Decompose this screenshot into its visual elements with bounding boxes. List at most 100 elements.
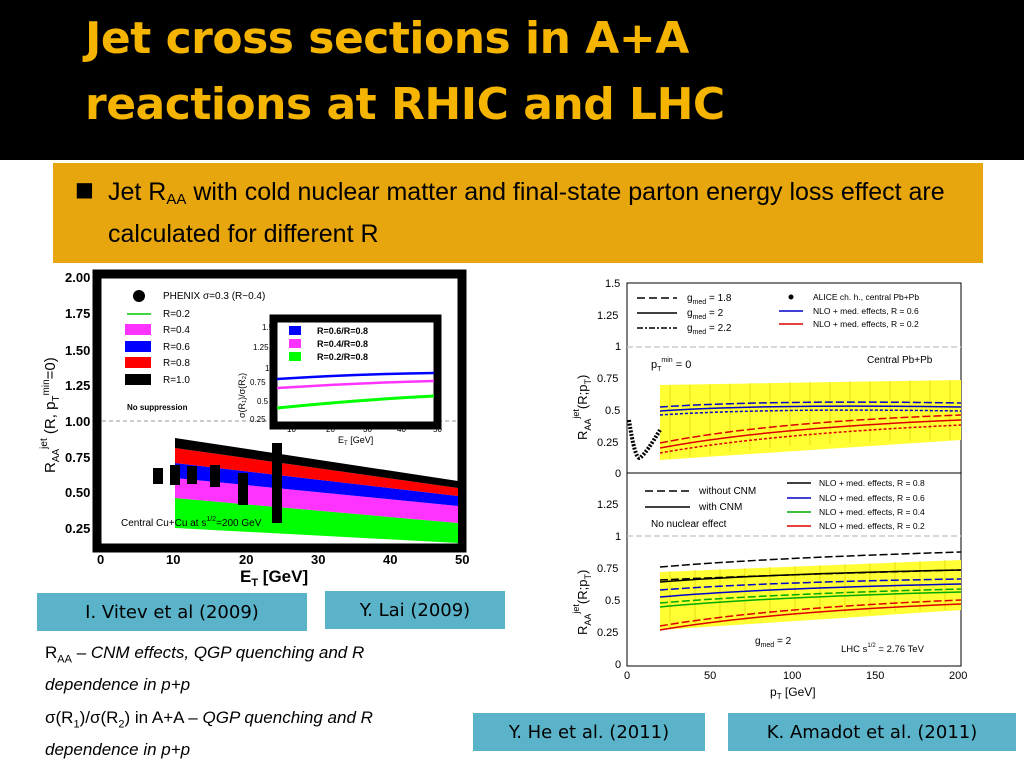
- legend-r02: R=0.2: [163, 309, 190, 320]
- inset-ytick: 0.5: [257, 397, 269, 406]
- note-sigma-ratio: σ(R1)/σ(R2) in A+A – QGP quenching and R…: [45, 708, 373, 760]
- svg-text:0: 0: [615, 468, 621, 480]
- svg-text:0.75: 0.75: [65, 450, 90, 465]
- slide-title: Jet cross sections in A+A reactions at R…: [85, 6, 725, 138]
- inset-ytick: 1.25: [253, 343, 269, 352]
- svg-text:0.25: 0.25: [597, 437, 618, 449]
- svg-text:30: 30: [311, 552, 325, 567]
- inset-xtick: 30: [363, 425, 372, 434]
- band-r10: [175, 438, 458, 488]
- legend-no-suppression: No suppression: [127, 403, 188, 412]
- citation-he-text: Y. He et al. (2011): [508, 721, 670, 743]
- bottom-legend-r06: NLO + med. effects, R = 0.6: [819, 493, 925, 503]
- svg-text:0.25: 0.25: [597, 627, 618, 639]
- top-legend-gmed-1: gmed = 1.8: [687, 293, 732, 306]
- inset-legend-1: R=0.4/R=0.8: [317, 339, 368, 349]
- svg-text:1.00: 1.00: [65, 414, 90, 429]
- inset-legend-0: R=0.6/R=0.8: [317, 326, 368, 336]
- svg-text:1.5: 1.5: [605, 278, 620, 290]
- left-legend: PHENIX σ=0.3 (R~0.4) R=0.2 R=0.4 R=0.6 R…: [125, 290, 265, 412]
- svg-text:1.50: 1.50: [65, 343, 90, 358]
- svg-text:0.50: 0.50: [65, 485, 90, 500]
- top-ptmin: pTmin = 0: [651, 357, 691, 373]
- inset-xtick: 40: [397, 425, 406, 434]
- inset-ytick: 0.25: [250, 415, 266, 424]
- phenix-points: [153, 443, 282, 523]
- left-system-label: Central Cu+Cu at s1/2=200 GeV: [121, 516, 262, 529]
- citation-amadot-text: K. Amadot et al. (2011): [766, 721, 978, 743]
- svg-text:0.5: 0.5: [605, 405, 620, 417]
- bottom-legend-r04: NLO + med. effects, R = 0.4: [819, 507, 925, 517]
- legend-r08: R=0.8: [163, 358, 190, 369]
- svg-text:1.75: 1.75: [65, 306, 90, 321]
- inset-ytick: 1.5: [262, 323, 274, 332]
- top-legend-r06: NLO + med. effects, R = 0.6: [813, 306, 919, 316]
- inset-ylabel: σ(R₁)/σ(R₂): [237, 373, 247, 418]
- svg-text:50: 50: [455, 552, 469, 567]
- legend-r06: R=0.6: [163, 342, 190, 353]
- inset-plot: R=0.6/R=0.8 R=0.4/R=0.8 R=0.2/R=0.8 1.5 …: [237, 314, 442, 447]
- svg-text:1: 1: [615, 341, 621, 353]
- svg-text:100: 100: [783, 670, 801, 682]
- bullet-sub: AA: [166, 191, 187, 208]
- note-raa: RAA – CNM effects, QGP quenching and R d…: [45, 643, 365, 695]
- left-plot-frame: [92, 269, 467, 553]
- bullet-box: ■ Jet RAA with cold nuclear matter and f…: [53, 163, 983, 263]
- left-figure: PHENIX σ=0.3 (R~0.4) R=0.2 R=0.4 R=0.6 R…: [39, 269, 469, 588]
- svg-text:0: 0: [624, 670, 630, 682]
- citation-lai: Y. Lai (2009): [325, 591, 505, 629]
- bullet-marker: ■: [75, 177, 94, 201]
- inset-xlabel: ET [GeV]: [338, 435, 373, 447]
- right-top-ylabel: RAAjet(R;pT): [571, 375, 593, 440]
- right-bottom-y-ticks: 1.25 1 0.75 0.5 0.25 0: [597, 499, 621, 671]
- bottom-legend-with-cnm: with CNM: [698, 502, 742, 513]
- citation-lai-text: Y. Lai (2009): [359, 599, 471, 621]
- inset-xtick: 50: [433, 425, 442, 434]
- svg-text:50: 50: [704, 670, 716, 682]
- bullet-pre: Jet R: [108, 178, 167, 206]
- svg-text:40: 40: [383, 552, 397, 567]
- bottom-legend-r02: NLO + med. effects, R = 0.2: [819, 521, 925, 531]
- inset-xtick: 20: [326, 425, 335, 434]
- bottom-legend-without-cnm: without CNM: [698, 486, 756, 497]
- inset-xtick: 10: [287, 425, 296, 434]
- right-top-y-ticks: 1.5 1.25 1 0.75 0.5 0.25 0: [597, 278, 621, 480]
- svg-text:0.5: 0.5: [605, 595, 620, 607]
- top-legend-gmed-3: gmed = 2.2: [687, 323, 732, 336]
- citation-vitev: I. Vitev et al (2009): [37, 593, 307, 631]
- top-system: Central Pb+Pb: [867, 355, 933, 366]
- svg-text:2.00: 2.00: [65, 270, 90, 285]
- top-legend-r02: NLO + med. effects, R = 0.2: [813, 319, 919, 329]
- right-bottom-ylabel: RAAjet(R;pT): [571, 570, 593, 635]
- inset-ytick: 1: [265, 364, 270, 373]
- svg-text:1.25: 1.25: [597, 499, 618, 511]
- citation-amadot: K. Amadot et al. (2011): [728, 713, 1016, 751]
- svg-text:0.25: 0.25: [65, 521, 90, 536]
- band-r02: [175, 498, 458, 543]
- svg-text:20: 20: [239, 552, 253, 567]
- svg-text:1.25: 1.25: [65, 378, 90, 393]
- inset-legend-2: R=0.2/R=0.8: [317, 352, 368, 362]
- right-figure: gmed = 1.8 gmed = 2 gmed = 2.2 ALICE ch.…: [571, 278, 967, 701]
- svg-text:1.25: 1.25: [597, 310, 618, 322]
- left-xlabel: ET [GeV]: [240, 567, 308, 588]
- citation-he: Y. He et al. (2011): [473, 713, 705, 751]
- top-legend-alice: ALICE ch. h., central Pb+Pb: [813, 292, 919, 302]
- inset-ytick: 0.75: [250, 378, 266, 387]
- svg-text:150: 150: [866, 670, 884, 682]
- title-line-1: Jet cross sections in A+A: [85, 13, 689, 64]
- svg-text:0: 0: [97, 552, 104, 567]
- title-bar: Jet cross sections in A+A reactions at R…: [0, 0, 1024, 160]
- bottom-legend-r08: NLO + med. effects, R = 0.8: [819, 478, 925, 488]
- left-ylabel: RAAjet (R, pTmin=0): [39, 357, 62, 473]
- left-y-ticks: 2.00 1.75 1.50 1.25 1.00 0.75 0.50 0.25: [65, 270, 90, 536]
- svg-text:200: 200: [949, 670, 967, 682]
- svg-text:1: 1: [615, 531, 621, 543]
- svg-text:0.75: 0.75: [597, 373, 618, 385]
- legend-r04: R=0.4: [163, 325, 190, 336]
- bullet-post: with cold nuclear matter and final-state…: [108, 178, 945, 248]
- svg-text:10: 10: [166, 552, 180, 567]
- bottom-legend-no-nuclear: No nuclear effect: [651, 519, 727, 530]
- citation-vitev-text: I. Vitev et al (2009): [85, 601, 259, 623]
- right-x-ticks: 0 50 100 150 200: [624, 670, 967, 682]
